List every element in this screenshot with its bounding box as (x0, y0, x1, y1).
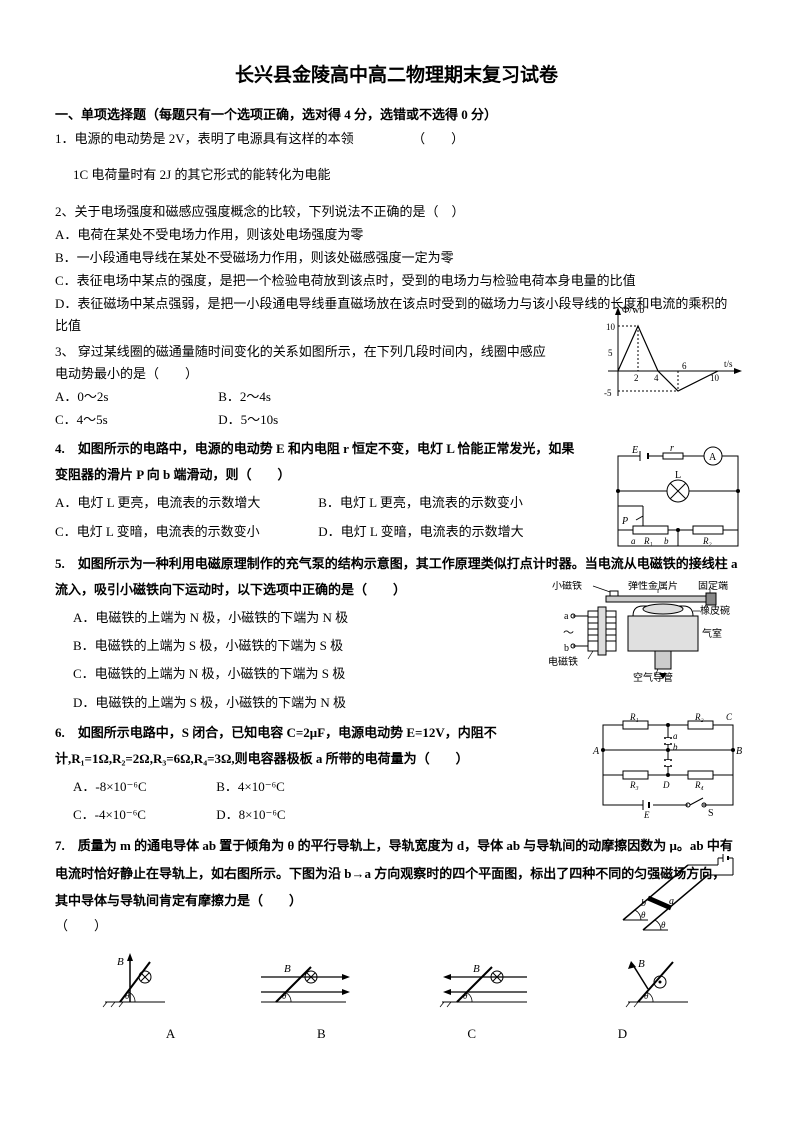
q6-b: B．4×10⁻⁶C (216, 779, 285, 794)
svg-text:b: b (564, 643, 569, 654)
svg-text:b: b (673, 742, 678, 752)
svg-text:C: C (726, 712, 733, 722)
label-small-magnet: 小磁铁 (552, 581, 582, 592)
q3-d: D．5～10s (218, 412, 278, 427)
svg-text:D: D (662, 780, 670, 790)
svg-text:a: a (669, 896, 674, 907)
question-3: Φ/wb 10 5 -5 2 4 6 10 t/s 3、 穿过某线圈的磁通量随时… (55, 341, 738, 431)
label-air-chamber: 气室 (702, 627, 722, 640)
q2-c: C．表征电场中某点的强度，是把一个检验电荷放到该点时，受到的电场力与检验电荷本身… (55, 270, 738, 292)
svg-text:t/s: t/s (724, 359, 733, 369)
question-4: E r A L P a R₁ b R₂ 4. 如图所示的 (55, 436, 738, 547)
q3-b: B．2～4s (218, 389, 271, 404)
label-electromagnet: 电磁铁 (548, 655, 578, 668)
svg-text:4: 4 (654, 373, 659, 383)
svg-text:R₂: R₂ (694, 712, 704, 722)
q1-text: 1．电源的电动势是 2V，表明了电源具有这样的本领 （ ） (55, 128, 738, 150)
svg-text:B: B (117, 956, 124, 968)
svg-text:θ: θ (125, 991, 130, 1001)
svg-text:P: P (621, 516, 628, 527)
svg-text:2: 2 (634, 373, 639, 383)
q7-option-diagrams: B θ B θ (55, 947, 738, 1019)
q2-b: B．一小段通电导线在某处不受磁场力作用，则该处磁感强度一定为零 (55, 247, 738, 269)
letter-c: C (467, 1023, 476, 1045)
svg-text:θ: θ (661, 920, 666, 930)
svg-text:5: 5 (608, 348, 613, 358)
svg-text:-5: -5 (604, 388, 612, 398)
svg-text:E: E (631, 446, 638, 456)
section-header: 一、单项选择题（每题只有一个选项正确，选对得 4 分，选错或不选得 0 分） (55, 104, 738, 126)
svg-text:a: a (673, 731, 678, 741)
label-air-pipe: 空气导管 (633, 671, 673, 684)
svg-text:R₁: R₁ (629, 712, 639, 722)
svg-text:10: 10 (710, 373, 720, 383)
svg-text:L: L (675, 470, 681, 481)
svg-text:b: b (664, 536, 669, 546)
q4-b: B．电灯 L 更亮，电流表的示数变小 (318, 495, 523, 510)
svg-text:θ: θ (644, 991, 649, 1001)
svg-text:6: 6 (682, 361, 687, 371)
svg-text:b: b (641, 898, 646, 909)
svg-text:～: ～ (563, 627, 574, 639)
q2-text: 2、关于电场强度和磁感应强度概念的比较，下列说法不正确的是（ ） (55, 201, 738, 223)
q3-graph: Φ/wb 10 5 -5 2 4 6 10 t/s (598, 301, 748, 411)
q4-d: D．电灯 L 变暗，电流表的示数增大 (318, 524, 523, 539)
question-1: 1．电源的电动势是 2V，表明了电源具有这样的本领 （ ） 1C 电荷量时有 2… (55, 128, 738, 186)
label-rubber-bowl: 橡皮碗 (700, 604, 730, 617)
question-5: 小磁铁 弹性金属片 固定端 a ～ b 电磁铁 橡皮碗 气室 空气导管 5. (55, 551, 738, 716)
q5-pump: 小磁铁 弹性金属片 固定端 a ～ b 电磁铁 橡皮碗 气室 空气导管 (538, 581, 748, 696)
svg-text:r: r (670, 446, 674, 454)
svg-text:R₄: R₄ (694, 780, 704, 790)
q4-c: C．电灯 L 变暗，电流表的示数变小 (55, 518, 315, 547)
q7-option-letters: A B C D (55, 1023, 738, 1045)
svg-text:a: a (631, 536, 636, 546)
svg-text:E: E (643, 810, 650, 820)
q4-a: A．电灯 L 更亮，电流表的示数增大 (55, 489, 315, 518)
svg-text:R₁: R₁ (643, 536, 653, 546)
question-6: R₁ R₂ C a b R₃ R₄ D A B E S (55, 720, 738, 829)
svg-text:A: A (592, 746, 600, 757)
q7-rail: a b θ θ (613, 850, 743, 940)
svg-text:B: B (473, 963, 480, 975)
svg-text:R₂: R₂ (702, 536, 712, 546)
label-fixed-end: 固定端 (698, 581, 728, 592)
svg-text:10: 10 (606, 322, 616, 332)
svg-text:θ: θ (641, 910, 646, 920)
q3-a: A．0～2s (55, 386, 215, 408)
svg-text:θ: θ (282, 991, 287, 1001)
q3-text: 3、 穿过某线圈的磁通量随时间变化的关系如图所示，在下列几段时间内，线圈中感应电… (55, 341, 555, 385)
svg-text:B: B (638, 958, 645, 970)
svg-text:B: B (736, 746, 742, 757)
question-7: a b θ θ 7. 质量为 m 的通电导体 ab 置于倾角为 θ 的平行导轨上… (55, 832, 738, 937)
svg-text:A: A (709, 452, 717, 463)
q4-text: 4. 如图所示的电路中，电源的电动势 E 和内电阻 r 恒定不变，电灯 L 恰能… (55, 436, 575, 488)
q6-text: 6. 如图所示电路中，S 闭合，已知电容 C=2μF，电源电动势 E=12V，内… (55, 720, 565, 772)
svg-text:R₃: R₃ (629, 780, 639, 790)
q4-circuit: E r A L P a R₁ b R₂ (608, 446, 748, 566)
q6-d: D．8×10⁻⁶C (216, 807, 285, 822)
q7-diag-c: B θ (437, 947, 537, 1012)
svg-text:θ: θ (463, 991, 468, 1001)
q7-diag-d: B θ (618, 947, 698, 1012)
q3-c: C．4～5s (55, 409, 215, 431)
letter-d: D (618, 1023, 627, 1045)
q6-a: A．-8×10⁻⁶C (73, 773, 213, 800)
q2-a: A．电荷在某处不受电场力作用，则该处电场强度为零 (55, 224, 738, 246)
svg-text:S: S (708, 808, 714, 819)
letter-a: A (166, 1023, 175, 1045)
q7-diag-b: B θ (256, 947, 356, 1012)
svg-text:B: B (284, 963, 291, 975)
letter-b: B (317, 1023, 326, 1045)
q6-c: C．-4×10⁻⁶C (73, 801, 213, 828)
page-title: 长兴县金陵高中高二物理期末复习试卷 (55, 60, 738, 92)
q6-circuit: R₁ R₂ C a b R₃ R₄ D A B E S (588, 710, 748, 825)
svg-text:a: a (564, 611, 569, 622)
q1-sub: 1C 电荷量时有 2J 的其它形式的能转化为电能 (55, 164, 738, 186)
q7-diag-a: B θ (95, 947, 175, 1012)
svg-text:Φ/wb: Φ/wb (622, 305, 644, 316)
label-elastic-plate: 弹性金属片 (628, 581, 678, 592)
